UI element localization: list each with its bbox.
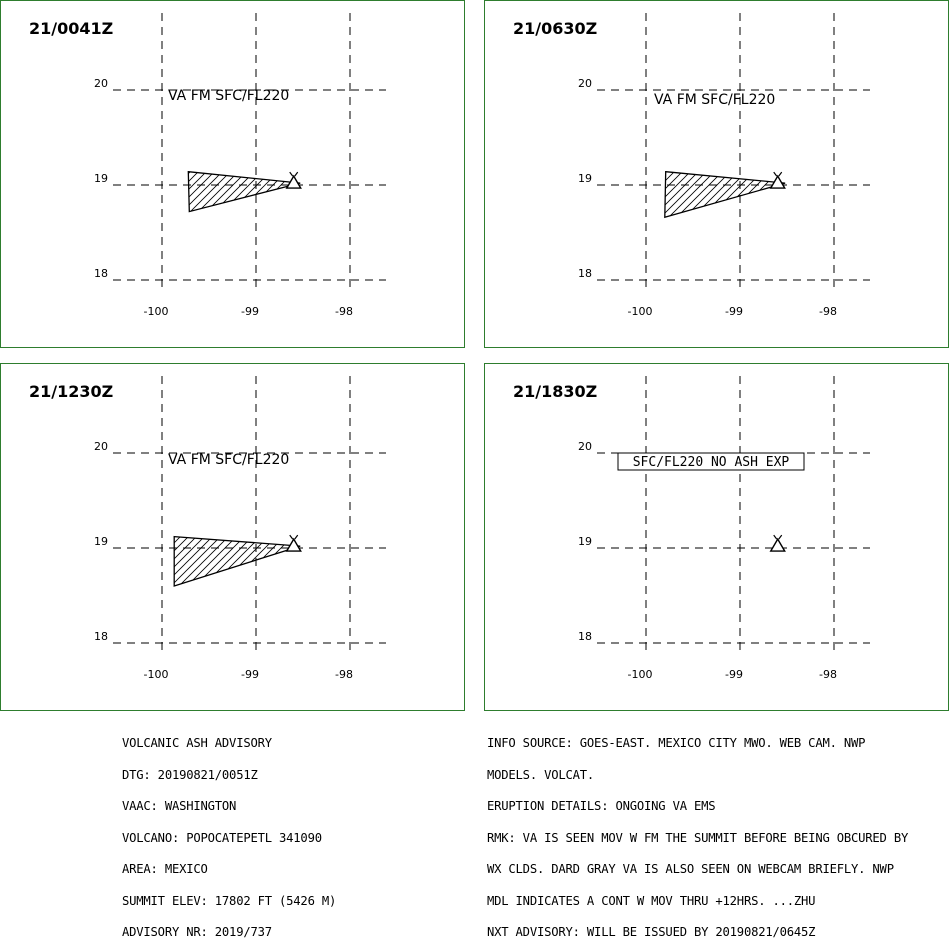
no-ash-annotation: SFC/FL220 NO ASH EXP [633,455,790,470]
lat-tick-label: 19 [94,172,108,185]
lon-tick-label: -100 [144,305,169,318]
advisory-line: MDL INDICATES A CONT W MOV THRU +12HRS. … [487,893,816,908]
lat-tick-label: 20 [94,77,108,90]
advisory-line: ADVISORY NR: 2019/737 [122,925,272,939]
ash-level-annotation: VA FM SFC/FL220 [168,452,289,468]
advisory-line: ERUPTION DETAILS: ONGOING VA EMS [487,799,716,813]
panel-time-3: 21/1230Z [29,382,114,401]
lon-tick-label: -99 [241,305,259,318]
advisory-left-block: VOLCANIC ASH ADVISORY DTG: 20190821/0051… [122,717,336,948]
ash-cloud-polygon [187,170,301,213]
advisory-line: DTG: 20190821/0051Z [122,767,258,782]
volcano-icon [769,534,786,552]
lon-tick-label: -98 [335,668,353,681]
lon-tick-label: -100 [628,305,653,318]
lat-tick-label: 18 [94,630,108,643]
volcano-icon [285,534,302,552]
lon-tick-label: -99 [725,305,743,318]
advisory-line: INFO SOURCE: GOES-EAST. MEXICO CITY MWO.… [487,736,866,750]
lat-tick-label: 20 [94,440,108,453]
advisory-right-block: INFO SOURCE: GOES-EAST. MEXICO CITY MWO.… [487,717,908,948]
panel-time-4: 21/1830Z [513,382,598,401]
advisory-line: VOLCANIC ASH ADVISORY [122,736,272,750]
volcano-icon [285,171,302,189]
no-ash-box [617,452,805,471]
lat-tick-label: 19 [94,535,108,548]
lat-tick-label: 20 [578,440,592,453]
volcano-icon [769,171,786,189]
panel-time-2: 21/0630Z [513,19,598,38]
advisory-line: NXT ADVISORY: WILL BE ISSUED BY 20190821… [487,925,816,939]
map-svg-1: 20 19 18 -100 -99 -98 VA FM SFC/FL220 [94,13,386,318]
lat-tick-label: 18 [94,267,108,280]
lat-tick-label: 18 [578,267,592,280]
lon-tick-label: -100 [628,668,653,681]
map-panel-1: 20 19 18 -100 -99 -98 VA FM SFC/FL220 21/0041Z [0,0,465,348]
lat-tick-label: 18 [578,630,592,643]
map-svg-4: 20 19 18 -100 -99 -98 SFC/FL220 NO ASH EXP [578,376,870,681]
map-panel-3: 20 19 18 -100 -99 -98 VA FM SFC/FL220 21/1230Z [0,363,465,711]
advisory-line: AREA: MEXICO [122,862,208,876]
lon-tick-label: -99 [725,668,743,681]
advisory-line: VOLCANO: POPOCATEPETL 341090 [122,830,322,845]
advisory-line: MODELS. VOLCAT. [487,767,595,782]
map-panel-2: 20 19 18 -100 -99 -98 VA FM SFC/FL220 21/0630Z [484,0,949,348]
map-svg-3: 20 19 18 -100 -99 -98 VA FM SFC/FL220 [94,376,386,681]
ash-level-annotation: VA FM SFC/FL220 [654,92,775,108]
lat-tick-label: 19 [578,172,592,185]
lon-tick-label: -100 [144,668,169,681]
lon-tick-label: -98 [335,305,353,318]
lon-tick-label: -98 [819,668,837,681]
ash-cloud-polygon [173,535,301,587]
ash-cloud-polygon [664,170,786,219]
lon-tick-label: -99 [241,668,259,681]
map-svg-2: 20 19 18 -100 -99 -98 VA FM SFC/FL220 [578,13,870,318]
advisory-line: WX CLDS. DARD GRAY VA IS ALSO SEEN ON WE… [487,862,894,876]
lat-tick-label: 20 [578,77,592,90]
advisory-line: RMK: VA IS SEEN MOV W FM THE SUMMIT BEFO… [487,830,909,845]
ash-level-annotation: VA FM SFC/FL220 [168,88,289,104]
advisory-line: VAAC: WASHINGTON [122,799,237,813]
lat-tick-label: 19 [578,535,592,548]
advisory-line: SUMMIT ELEV: 17802 FT (5426 M) [122,893,337,908]
map-panel-4: 20 19 18 -100 -99 -98 SFC/FL220 NO ASH EXP 21/… [484,363,949,711]
lon-tick-label: -98 [819,305,837,318]
panel-time-1: 21/0041Z [29,19,114,38]
